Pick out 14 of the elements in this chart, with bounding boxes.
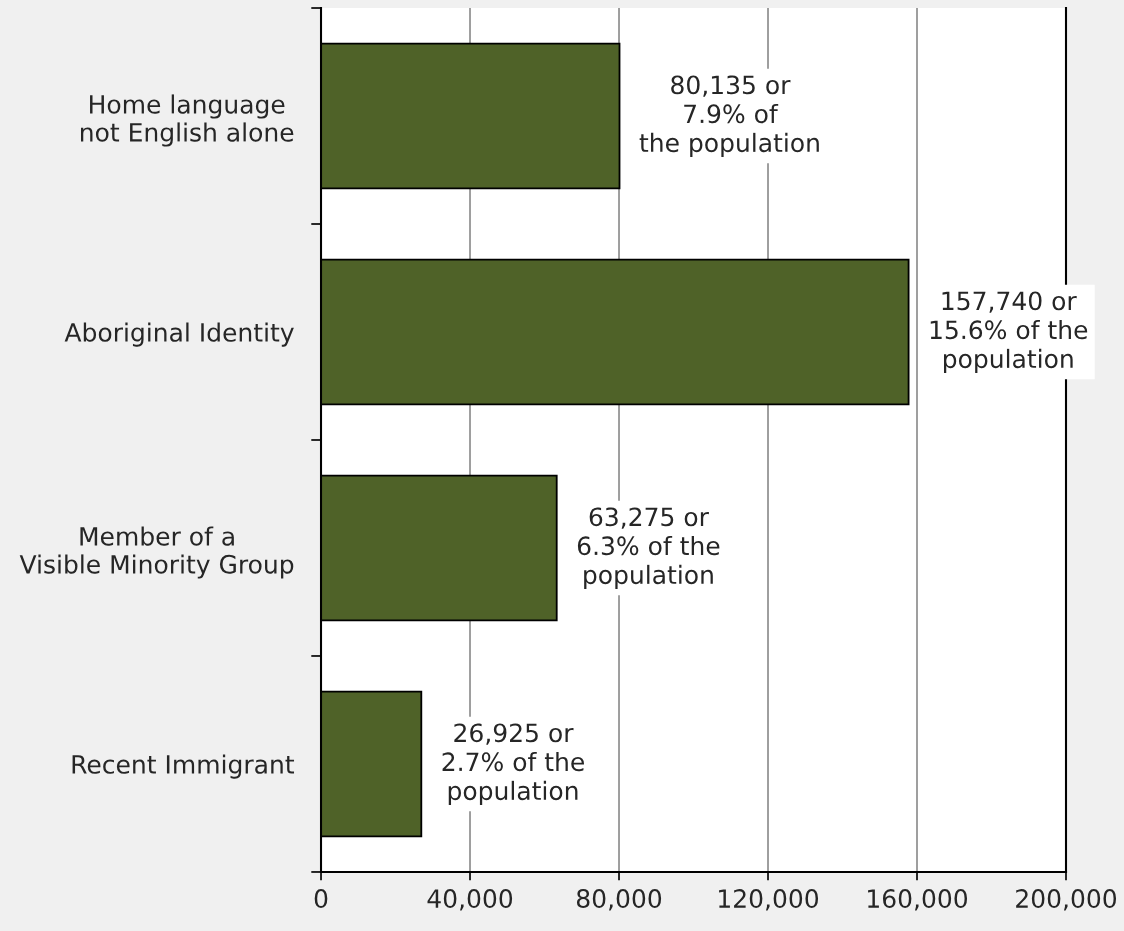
data-label: 26,925 or 2.7% of the population [442, 723, 584, 806]
data-label: 80,135 or 7.9% of the population [639, 75, 819, 158]
x-tick-label: 0 [314, 889, 328, 908]
y-tick-label: Aboriginal Identity [64, 322, 294, 347]
y-tick-label: Home language not English alone [81, 94, 294, 147]
data-label: 157,740 or 15.6% of the population [930, 291, 1088, 374]
x-tick-label: 120,000 [719, 889, 819, 911]
data-label: 63,275 or 6.3% of the population [577, 507, 720, 590]
x-tick-label: 200,000 [1016, 889, 1117, 911]
x-tick-label: 160,000 [868, 889, 968, 911]
x-tick-label: 40,000 [427, 889, 513, 911]
x-tick-label: 80,000 [576, 889, 662, 911]
y-tick-label: Member of a Visible Minority Group [19, 526, 294, 579]
y-tick-label: Recent Immigrant [72, 754, 295, 779]
